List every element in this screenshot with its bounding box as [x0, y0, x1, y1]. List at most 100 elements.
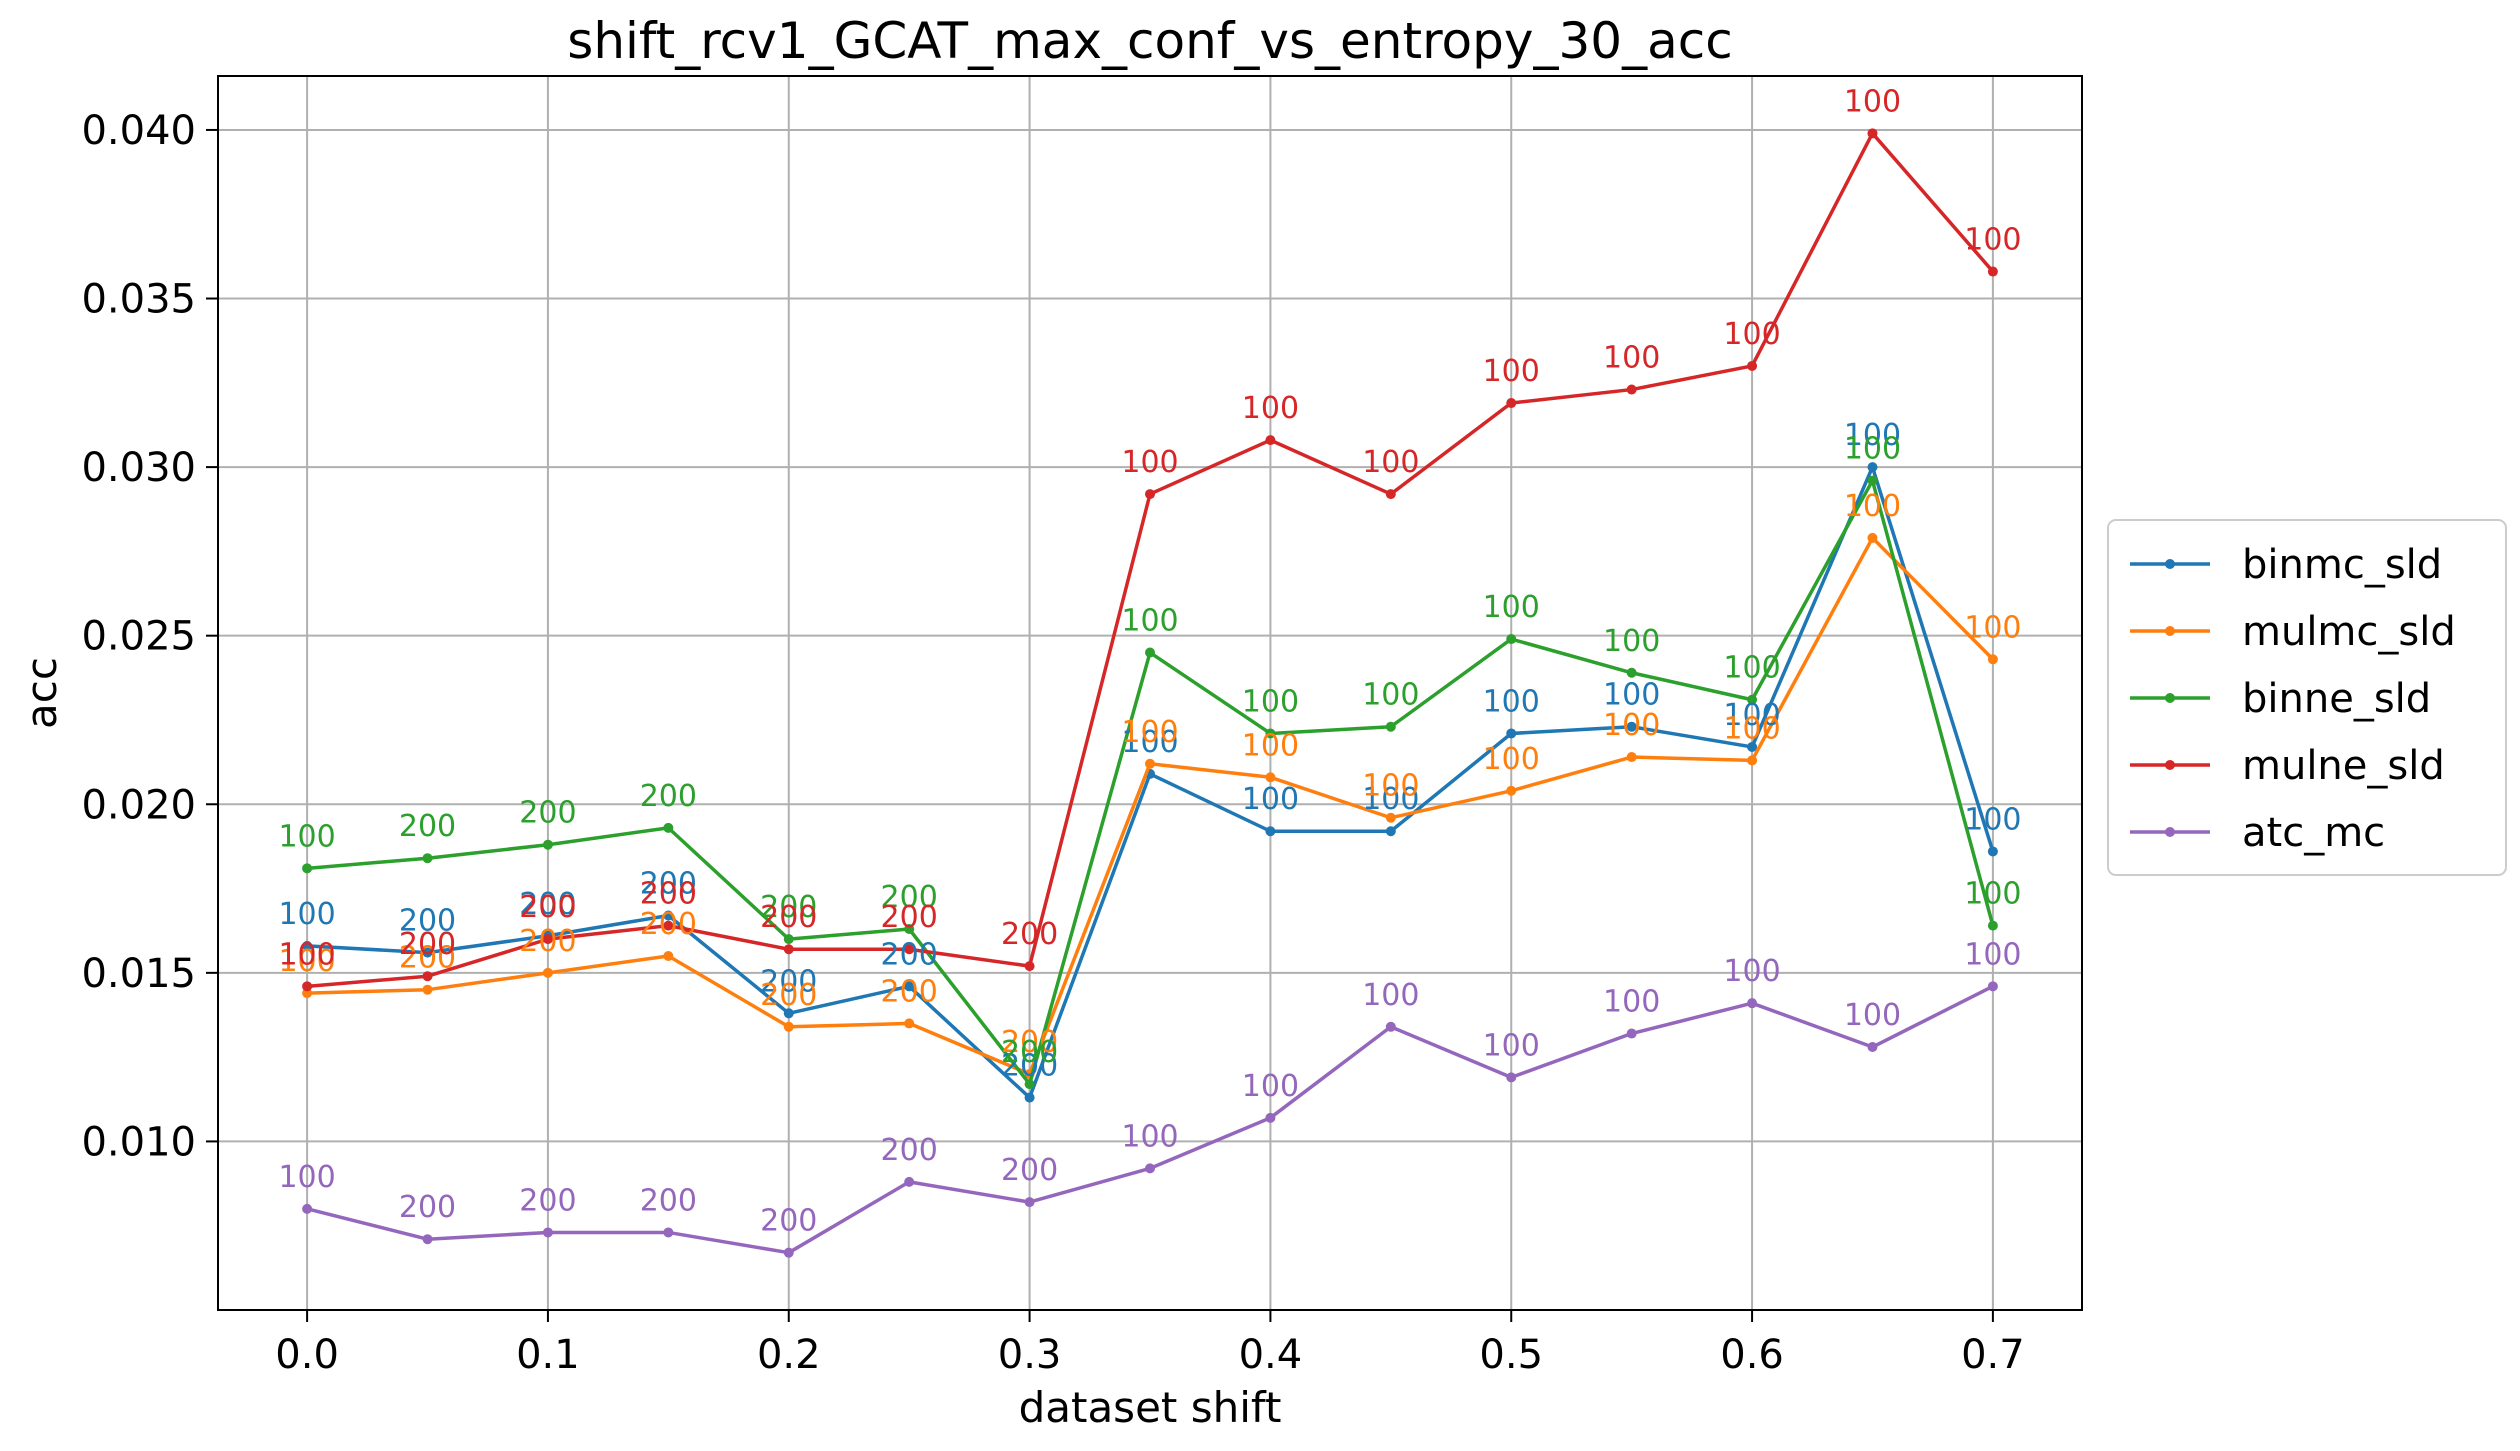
legend-item-mulmc_sld: mulmc_sld [2130, 609, 2456, 655]
ticks-layer: 0.0 0.1 0.2 0.3 0.4 0.5 0.6 0.7 0.010 0.015 0.020 0… [81, 108, 2024, 1378]
legend-item-binmc_sld: binmc_sld [2130, 542, 2442, 588]
data-point [1024, 961, 1035, 972]
data-label: 200 [881, 880, 938, 915]
data-point [663, 920, 674, 931]
data-point [1145, 758, 1155, 769]
x-tick-label: 0.3 [998, 1332, 1062, 1378]
data-label: 200 [640, 877, 697, 912]
data-point [783, 934, 794, 945]
data-point [542, 1227, 553, 1238]
data-point [1265, 826, 1276, 837]
data-point [542, 839, 553, 850]
data-point [1145, 1163, 1155, 1174]
data-label: 100 [1362, 978, 1419, 1013]
data-label: 200 [519, 924, 576, 959]
data-point [1506, 728, 1517, 739]
data-point [302, 863, 313, 874]
y-tick-label: 0.010 [81, 1119, 196, 1165]
data-point [904, 944, 915, 955]
legend-item-mulne_sld: mulne_sld [2130, 743, 2445, 789]
data-label: 100 [1483, 684, 1540, 719]
data-label: 100 [1483, 590, 1540, 625]
data-label: 100 [1603, 678, 1660, 713]
data-label: 100 [1844, 418, 1901, 453]
data-label: 100 [1723, 317, 1780, 352]
data-point [904, 924, 915, 935]
data-label: 100 [1723, 711, 1780, 746]
series-binmc_sld [302, 462, 1998, 1103]
y-tick-label: 0.035 [81, 277, 196, 323]
data-label: 100 [1723, 954, 1780, 989]
data-point [542, 934, 553, 945]
data-label: 100 [1121, 445, 1178, 480]
data-point [422, 947, 433, 958]
legend: binmc_sld mulmc_sld binne_sld mulne_sld atc_… [2107, 519, 2507, 876]
x-tick-label: 0.7 [1961, 1332, 2025, 1378]
data-point [422, 1234, 433, 1245]
data-point [422, 984, 433, 995]
data-label: 100 [1603, 985, 1660, 1020]
data-point [904, 1018, 915, 1029]
data-point [542, 967, 553, 978]
data-label: 200 [399, 809, 456, 844]
data-point [663, 950, 674, 961]
series-mulmc_sld [302, 532, 1998, 1079]
data-label: 200 [519, 887, 576, 922]
data-label: 100 [1844, 489, 1901, 524]
data-label: 200 [760, 964, 817, 999]
data-label: 200 [760, 890, 817, 925]
data-label: 100 [1723, 651, 1780, 686]
data-label: 100 [1603, 708, 1660, 743]
data-label: 100 [1844, 84, 1901, 119]
data-point [1385, 489, 1396, 500]
data-label: 200 [519, 1183, 576, 1218]
data-label: 100 [278, 944, 335, 979]
data-point [663, 1227, 674, 1238]
data-point [1626, 1028, 1637, 1039]
data-point [1747, 998, 1758, 1009]
legend-label: binmc_sld [2242, 542, 2442, 588]
chart-title: shift_rcv1_GCAT_max_conf_vs_entropy_30_a… [567, 12, 1732, 70]
data-point [783, 1247, 794, 1258]
data-label: 200 [881, 974, 938, 1009]
data-point [1987, 920, 1998, 931]
data-point [1747, 360, 1758, 371]
data-label: 100 [1362, 678, 1419, 713]
data-point [1024, 1197, 1035, 1208]
data-point [1987, 266, 1998, 277]
data-point [1265, 728, 1276, 739]
x-tick-label: 0.6 [1720, 1332, 1784, 1378]
y-tick-label: 0.015 [81, 951, 196, 997]
data-point [1867, 128, 1878, 139]
data-point [1626, 752, 1637, 763]
data-label: 200 [399, 927, 456, 962]
data-point [1506, 1072, 1517, 1083]
plot-area-frame [217, 75, 2083, 1311]
legend-marker [2165, 760, 2175, 770]
data-label: 100 [1242, 684, 1299, 719]
data-label: 100 [1362, 782, 1419, 817]
x-tick-label: 0.1 [516, 1332, 580, 1378]
data-point [1747, 741, 1758, 752]
data-point [783, 1021, 794, 1032]
x-tick-label: 0.5 [1479, 1332, 1543, 1378]
data-point [1747, 755, 1758, 766]
data-point [1265, 435, 1276, 446]
data-label: 200 [881, 900, 938, 935]
data-label: 200 [640, 779, 697, 814]
series-atc_mc [302, 981, 1998, 1258]
data-label: 100 [1964, 610, 2021, 645]
x-axis-label: dataset shift [1019, 1383, 1282, 1432]
data-point [1626, 667, 1637, 678]
data-point [1747, 694, 1758, 705]
legend-label: atc_mc [2242, 810, 2385, 856]
data-point [302, 940, 313, 951]
legend-box [2107, 519, 2507, 876]
data-point [422, 971, 433, 982]
data-label: 100 [1603, 624, 1660, 659]
data-label: 200 [640, 1183, 697, 1218]
data-point [1145, 489, 1155, 500]
y-tick-label: 0.020 [81, 782, 196, 828]
